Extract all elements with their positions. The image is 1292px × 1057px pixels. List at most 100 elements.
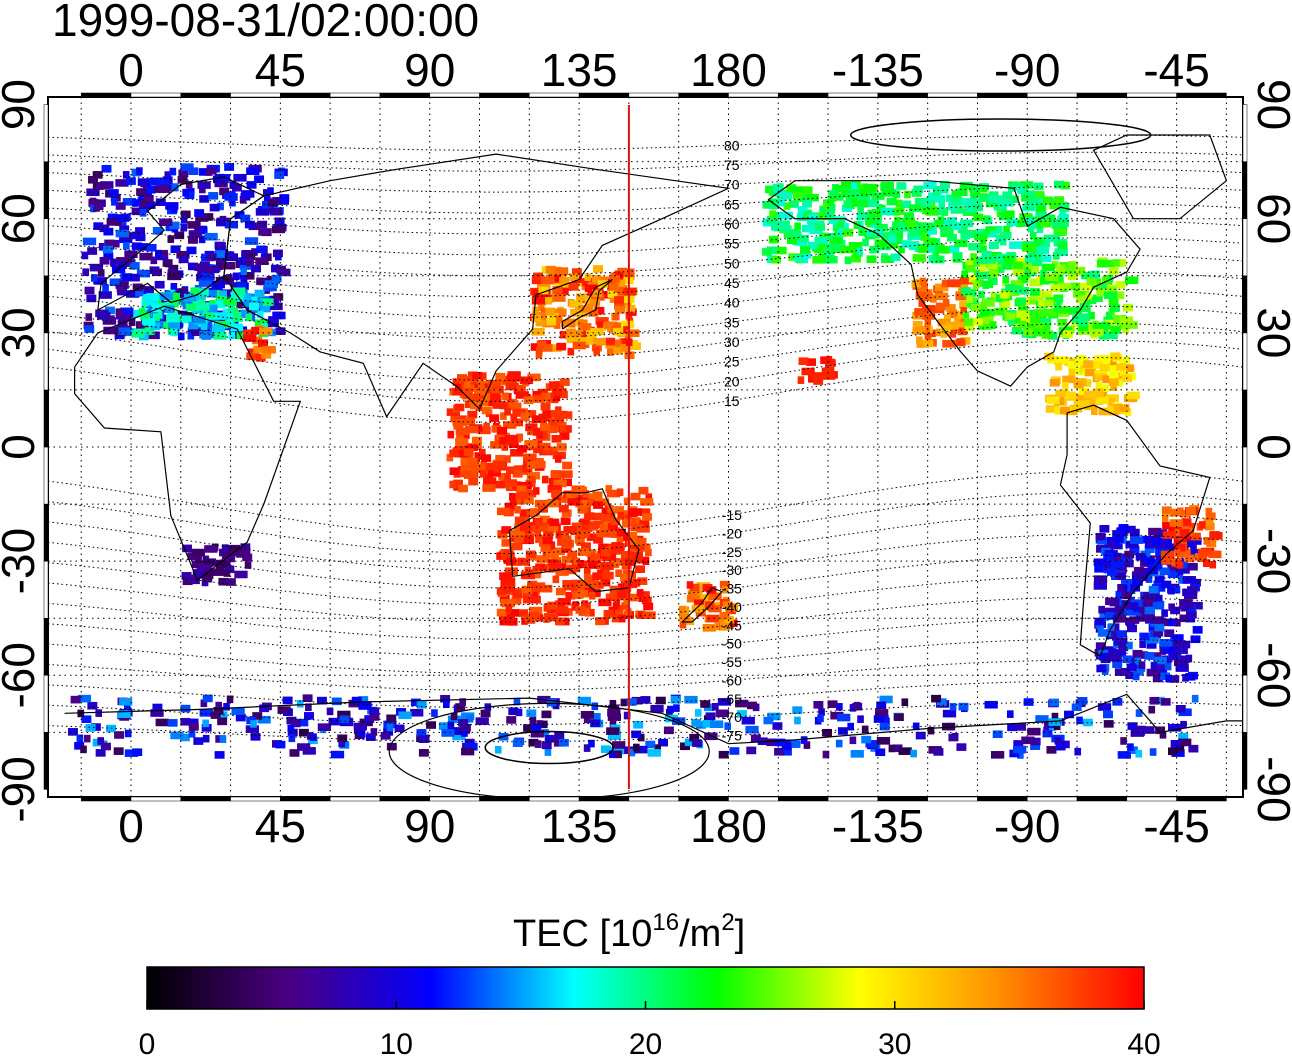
tec-cell xyxy=(584,284,599,293)
tec-cell xyxy=(565,591,576,600)
colorbar-ticks: 0 10 20 30 40 xyxy=(139,1001,1161,1057)
tec-cell xyxy=(144,327,155,335)
tec-cell xyxy=(608,510,616,519)
tec-cell xyxy=(702,624,716,632)
tec-cell xyxy=(398,711,412,720)
tec-cell xyxy=(921,312,936,320)
tec-cell xyxy=(1032,258,1043,267)
border-tick xyxy=(43,332,49,391)
tec-cell xyxy=(519,376,534,385)
tec-cell xyxy=(1107,398,1115,406)
tec-cell xyxy=(233,173,247,182)
tec-cell xyxy=(979,237,987,245)
tec-cell xyxy=(1024,269,1032,277)
tec-cell xyxy=(806,358,817,366)
coastline xyxy=(74,305,302,582)
tec-cell xyxy=(590,719,601,728)
tec-cell xyxy=(93,203,100,212)
axis-ticks xyxy=(43,92,1248,802)
tec-cell xyxy=(886,235,897,243)
tec-cell xyxy=(857,206,865,215)
tec-cell xyxy=(1021,244,1036,252)
tec-cell xyxy=(957,327,968,336)
tec-cell xyxy=(1021,275,1029,283)
tec-cell xyxy=(479,470,487,478)
tec-cell xyxy=(888,744,896,753)
tec-cell xyxy=(866,229,873,238)
tec-cell xyxy=(527,423,538,431)
map-panel: 8075706560555045403530252015-15-20-25-30… xyxy=(0,44,1292,852)
tec-cell xyxy=(741,716,755,725)
border-tick xyxy=(43,446,49,505)
tec-cell xyxy=(608,523,619,531)
tec-cell xyxy=(993,202,1007,211)
tec-cell xyxy=(636,537,647,546)
tec-cell xyxy=(1013,268,1024,277)
tec-cell xyxy=(1037,219,1051,228)
tec-cell xyxy=(829,194,837,202)
tec-cell xyxy=(464,425,479,434)
tec-cell xyxy=(876,701,887,710)
border-tick xyxy=(1242,675,1248,733)
tec-cell xyxy=(557,390,568,399)
tec-cell xyxy=(1135,553,1146,561)
tec-cell xyxy=(224,253,239,261)
tec-cell xyxy=(1162,521,1173,530)
tec-cell xyxy=(95,709,103,717)
tec-cell xyxy=(383,728,394,736)
tec-cell xyxy=(1127,624,1137,633)
tec-cell xyxy=(958,702,969,711)
tec-cell xyxy=(1133,668,1144,676)
tec-cell xyxy=(1019,181,1034,189)
tec-cell xyxy=(588,521,599,529)
tec-cell xyxy=(630,523,644,532)
tec-cell xyxy=(882,715,889,723)
tec-cell xyxy=(1156,668,1166,676)
tec-cell xyxy=(616,536,624,545)
tec-cell xyxy=(1049,201,1063,210)
tec-cell xyxy=(534,528,542,537)
tec-cell xyxy=(167,272,181,281)
tec-cell xyxy=(509,498,517,507)
tec-cell xyxy=(874,223,888,232)
tec-cell xyxy=(637,577,648,585)
tec-cell xyxy=(1078,387,1089,396)
tec-cell xyxy=(180,210,191,219)
lat-tick-label: -30 xyxy=(1248,528,1292,594)
tec-cell xyxy=(257,220,268,229)
tec-cell xyxy=(592,289,603,298)
tec-cell xyxy=(177,332,185,341)
tec-cell xyxy=(1019,320,1027,329)
tec-cell xyxy=(574,535,585,544)
tec-cell xyxy=(1178,732,1189,741)
tec-cell xyxy=(1002,191,1013,200)
tec-cell xyxy=(1035,715,1049,723)
tec-cell xyxy=(115,202,126,210)
tec-cell xyxy=(832,223,840,232)
tec-cell xyxy=(818,212,829,221)
tec-cell xyxy=(410,708,424,717)
tec-cell xyxy=(1132,578,1143,586)
tec-cell xyxy=(509,542,523,551)
tec-cell xyxy=(1198,521,1206,529)
tec-cell xyxy=(526,489,537,498)
magnetic-latitude-label: -40 xyxy=(722,599,742,615)
tec-cell xyxy=(338,739,346,748)
tec-cell xyxy=(538,388,549,397)
tec-cell xyxy=(246,181,257,189)
tec-cell xyxy=(1076,716,1083,725)
tec-cell xyxy=(1045,405,1060,413)
tec-cell xyxy=(618,614,626,623)
tec-cell xyxy=(800,246,811,254)
tec-cell xyxy=(252,712,263,720)
tec-cell xyxy=(914,197,929,206)
tec-cell xyxy=(1181,646,1188,654)
tec-cell xyxy=(513,535,524,544)
magnetic-latitude-label: 50 xyxy=(724,255,740,271)
border-tick xyxy=(927,92,978,98)
tec-cell xyxy=(688,591,699,600)
tec-cell xyxy=(965,264,976,273)
tec-cell xyxy=(959,301,970,309)
lon-tick-label: -135 xyxy=(832,44,924,96)
tec-cell xyxy=(516,491,530,500)
